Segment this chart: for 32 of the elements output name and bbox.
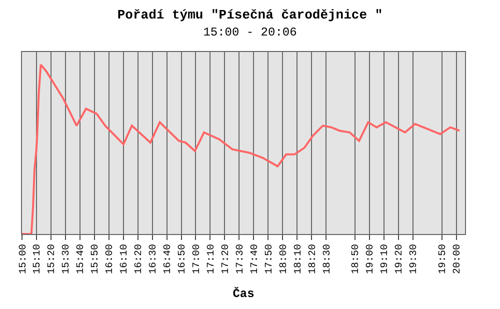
chart-subtitle: 15:00 - 20:06 [203,25,297,40]
x-tick-label: 19:20 [394,244,406,274]
chart-title: Pořadí týmu "Písečná čarodějnice " [117,8,383,23]
x-tick-label: 18:10 [293,244,304,274]
x-tick-label: 17:20 [220,244,232,274]
x-tick-label: 15:40 [76,244,88,274]
x-tick-label: 16:40 [163,244,174,274]
x-tick-label: 19:30 [409,244,420,274]
x-tick-label: 16:00 [105,244,116,274]
x-tick-label: 19:10 [380,244,392,274]
x-tick-label: 20:00 [452,244,464,274]
x-tick-label: 17:00 [192,244,203,274]
x-tick-label: 17:10 [206,244,218,274]
x-tick-label: 16:10 [120,244,131,274]
x-tick-label: 18:30 [322,244,334,274]
x-tick-label: 15:10 [32,244,44,274]
x-tick-label: 15:20 [47,244,58,274]
x-tick-label: 15:00 [18,244,30,274]
x-tick-label: 18:50 [351,244,362,274]
x-tick-label: 15:50 [90,244,102,274]
x-tick-label: 17:30 [235,244,246,274]
x-axis-title: Čas [232,286,254,301]
x-tick-label: 18:00 [278,244,290,274]
x-tick-label: 19:00 [366,244,377,274]
x-tick-label: 16:50 [178,244,188,274]
x-tick-label: 18:20 [308,244,319,274]
x-tick-label: 17:40 [250,244,261,274]
x-tick-label: 17:50 [264,244,276,274]
x-tick-label: 19:50 [438,244,450,274]
x-tick-label: 15:30 [62,244,73,274]
x-tick-label: 16:30 [148,244,160,274]
x-tick-label: 16:20 [134,244,146,274]
